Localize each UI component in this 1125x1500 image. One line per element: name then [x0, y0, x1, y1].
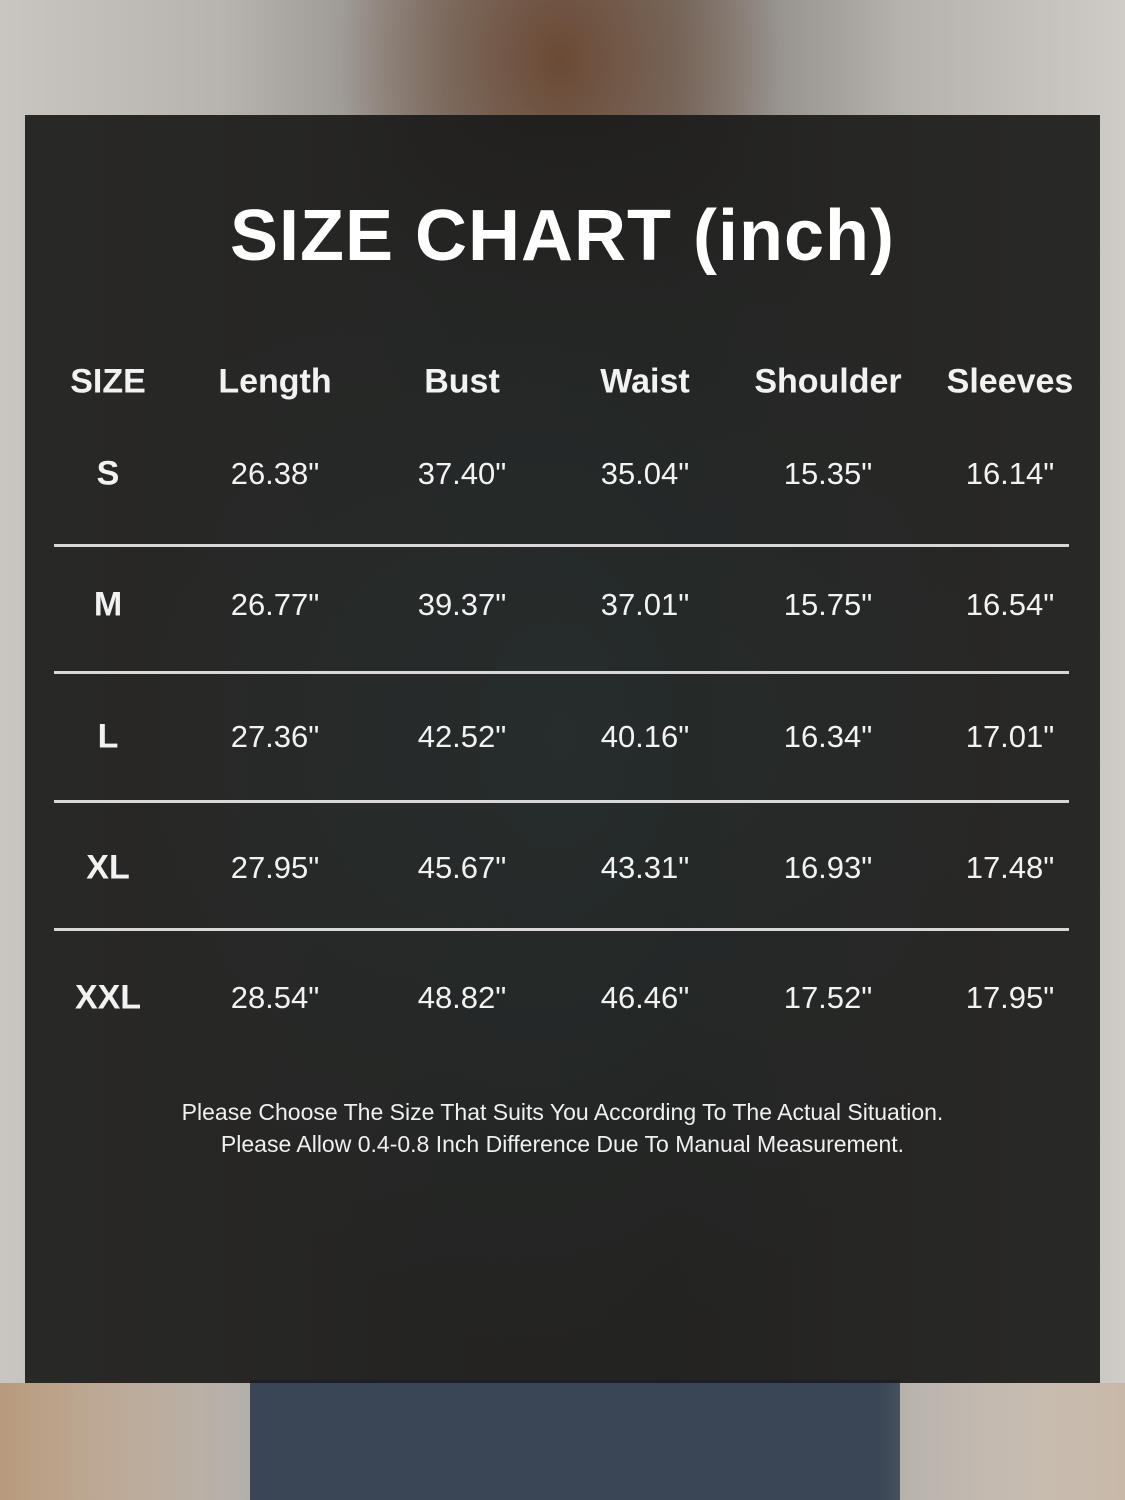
row-divider: [54, 544, 1069, 547]
measurement-cell: 37.40": [417, 456, 507, 491]
column-header-shoulder: Shoulder: [754, 362, 902, 401]
size-label: S: [96, 454, 120, 493]
measurement-cell: 28.54": [230, 980, 320, 1015]
background-photo-floor: [0, 1383, 1125, 1500]
size-label: XL: [86, 848, 130, 887]
measurement-cell: 16.93": [783, 850, 873, 885]
measurement-cell: 15.35": [783, 456, 873, 491]
measurement-cell: 17.01": [965, 719, 1055, 754]
size-chart-title: SIZE CHART (inch): [230, 196, 895, 276]
column-header-sleeves: Sleeves: [946, 362, 1074, 401]
measurement-cell: 16.34": [783, 719, 873, 754]
row-divider: [54, 800, 1069, 803]
measurement-cell: 48.82": [417, 980, 507, 1015]
size-label: M: [93, 585, 123, 624]
measurement-cell: 45.67": [417, 850, 507, 885]
measurement-cell: 17.95": [965, 980, 1055, 1015]
measurement-cell: 35.04": [600, 456, 690, 491]
column-header-waist: Waist: [600, 362, 690, 401]
measurement-cell: 43.31": [600, 850, 690, 885]
column-header-bust: Bust: [424, 362, 500, 401]
measurement-cell: 27.95": [230, 850, 320, 885]
measurement-cell: 26.38": [230, 456, 320, 491]
size-chart-panel: [25, 115, 1100, 1383]
measurement-cell: 16.54": [965, 587, 1055, 622]
measurement-cell: 16.14": [965, 456, 1055, 491]
measurement-cell: 17.52": [783, 980, 873, 1015]
note-measurement-difference: Please Allow 0.4-0.8 Inch Difference Due…: [220, 1131, 905, 1157]
size-label: XXL: [74, 978, 142, 1017]
measurement-cell: 46.46": [600, 980, 690, 1015]
note-choose-size: Please Choose The Size That Suits You Ac…: [181, 1099, 944, 1125]
column-header-length: Length: [218, 362, 332, 401]
measurement-cell: 15.75": [783, 587, 873, 622]
measurement-cell: 27.36": [230, 719, 320, 754]
measurement-cell: 40.16": [600, 719, 690, 754]
measurement-cell: 39.37": [417, 587, 507, 622]
row-divider: [54, 928, 1069, 931]
size-label: L: [97, 717, 119, 756]
measurement-cell: 17.48": [965, 850, 1055, 885]
column-header-size: SIZE: [70, 362, 146, 401]
measurement-cell: 42.52": [417, 719, 507, 754]
measurement-cell: 37.01": [600, 587, 690, 622]
row-divider: [54, 671, 1069, 674]
measurement-cell: 26.77": [230, 587, 320, 622]
